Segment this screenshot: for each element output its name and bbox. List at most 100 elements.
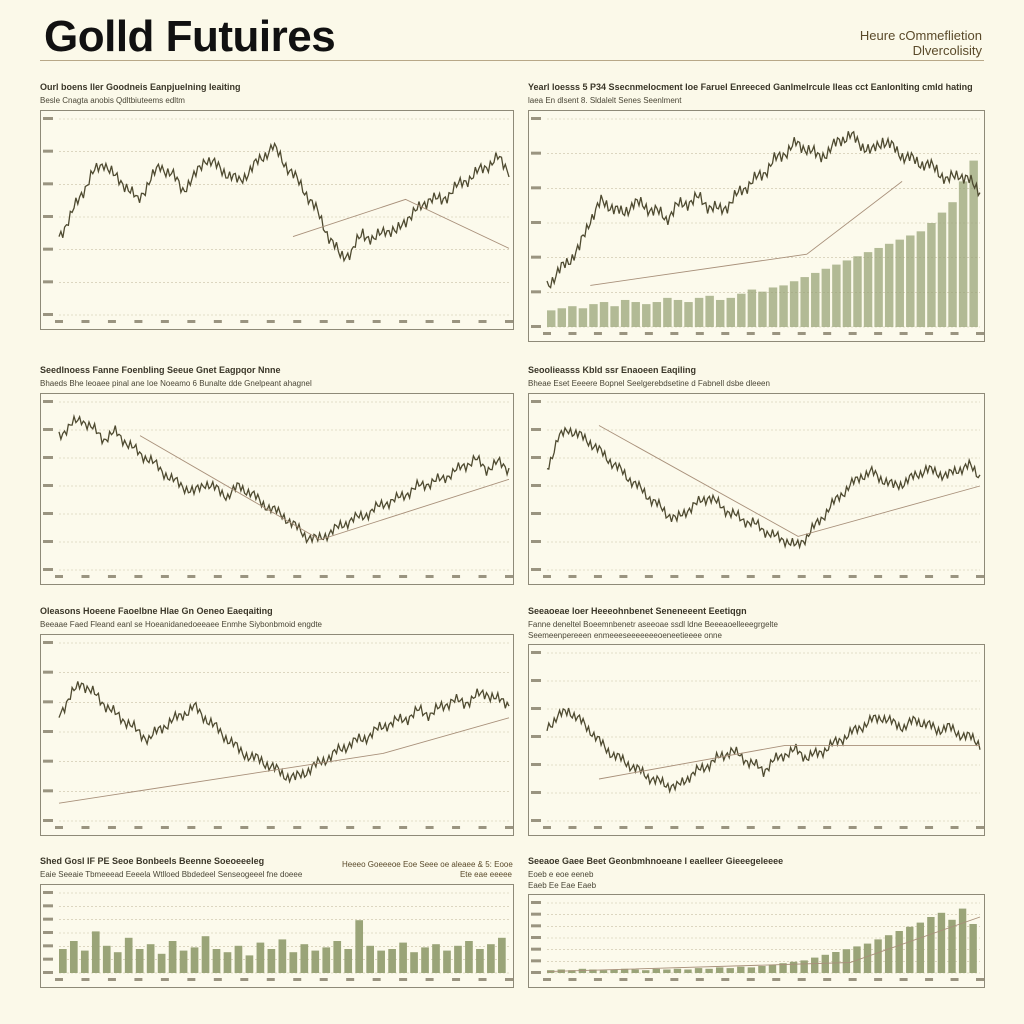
chart-4-y-tick	[43, 819, 53, 822]
chart-4-trendline	[58, 717, 510, 804]
chart-3-y-tick	[531, 400, 541, 403]
chart-7-plot	[528, 894, 985, 988]
chart-2-y-tick	[43, 512, 53, 515]
chart-0-series-line	[58, 141, 510, 263]
chart-0-y-tick	[43, 313, 53, 316]
chart-7-bar	[969, 924, 977, 973]
chart-6-bar	[366, 945, 374, 973]
chart-6-x-tick	[425, 978, 434, 981]
chart-1-volume-bar	[884, 243, 894, 327]
chart-6-x-tick	[399, 978, 408, 981]
chart-7-x-tick	[543, 978, 551, 981]
chart-3-y-tick	[531, 484, 541, 487]
chart-7-bar	[663, 969, 671, 973]
chart-6-plot	[40, 884, 514, 988]
chart-1-x-tick	[695, 332, 704, 335]
chart-7-x-tick	[644, 978, 653, 981]
chart-1-x-tick	[823, 332, 832, 335]
chart-1-volume-bar	[779, 285, 788, 327]
chart-7-subtitle: Eoeb e eoe eeneb	[528, 870, 594, 879]
chart-7-bar	[673, 968, 682, 973]
chart-5-plot	[528, 644, 985, 836]
chart-2-svg	[43, 400, 513, 578]
chart-7-bar	[842, 949, 851, 973]
chart-7-bar	[937, 912, 946, 973]
chart-5-y-tick	[531, 763, 541, 766]
chart-1-volume-bar	[620, 299, 630, 327]
chart-0-x-tick	[425, 320, 434, 323]
chart-4-x-tick	[55, 826, 63, 829]
chart-3-x-tick	[644, 575, 653, 578]
chart-4-x-tick	[240, 826, 249, 829]
chart-6-bar	[443, 950, 451, 973]
chart-1-volume-bar	[547, 310, 556, 327]
chart-6-bar	[465, 941, 473, 973]
chart-7-bar	[599, 970, 608, 973]
chart-0-y-tick	[43, 215, 53, 218]
chart-1-volume-bar	[726, 297, 735, 327]
chart-1-volume-bar	[874, 247, 883, 327]
chart-4-x-tick	[372, 826, 381, 829]
chart-4-x-tick	[452, 826, 461, 829]
chart-4-x-tick	[187, 826, 196, 829]
chart-4-x-tick	[160, 826, 169, 829]
chart-1-x-tick	[644, 332, 653, 335]
chart-2-plot	[40, 393, 514, 585]
chart-0-x-tick	[505, 320, 513, 323]
chart-6-bar	[135, 949, 144, 973]
chart-5-y-tick	[531, 651, 541, 654]
chart-2-y-tick	[43, 428, 53, 431]
chart-3-y-tick	[531, 428, 541, 431]
chart-7-x-tick	[619, 978, 628, 981]
chart-6-bar	[377, 950, 385, 973]
chart-1-volume-bar	[589, 304, 598, 327]
chart-6-x-tick	[452, 978, 461, 981]
chart-2-x-tick	[187, 575, 196, 578]
chart-1-x-tick	[670, 332, 679, 335]
chart-4-x-tick	[399, 826, 408, 829]
chart-5-x-tick	[823, 826, 832, 829]
chart-3-y-tick	[531, 568, 541, 571]
chart-0-x-tick	[293, 320, 302, 323]
chart-3-svg	[531, 400, 984, 578]
chart-6-bar	[80, 950, 89, 973]
chart-0-plot	[40, 110, 514, 330]
chart-6-x-tick	[134, 978, 143, 981]
chart-6-bar	[113, 952, 122, 973]
chart-1-volume-bar	[642, 304, 651, 327]
chart-3-x-tick	[950, 575, 959, 578]
chart-0-x-tick	[187, 320, 196, 323]
chart-2-x-tick	[293, 575, 302, 578]
chart-3-series-line	[546, 426, 981, 550]
chart-0-x-tick	[319, 320, 328, 323]
chart-7-y-tick	[531, 924, 541, 928]
chart-1-volume-bar	[694, 297, 704, 327]
chart-7-bar	[631, 969, 639, 973]
chart-6-x-tick	[213, 978, 222, 981]
chart-5-x-tick	[950, 826, 959, 829]
chart-1-x-tick	[874, 332, 883, 335]
chart-5-x-tick	[695, 826, 704, 829]
chart-6-bar	[498, 937, 506, 973]
chart-3-x-tick	[593, 575, 602, 578]
chart-7-y-tick	[531, 959, 541, 963]
chart-2-x-tick	[240, 575, 249, 578]
page-title: Golld Futuires	[44, 12, 336, 61]
chart-1-volume-bar	[927, 223, 936, 327]
chart-1-volume-bar	[578, 308, 588, 327]
chart-5-x-tick	[670, 826, 679, 829]
chart-1-y-tick	[531, 255, 541, 259]
chart-2-x-tick	[425, 575, 434, 578]
chart-3-x-tick	[899, 575, 908, 578]
chart-6-bar	[355, 920, 364, 973]
chart-0-x-tick	[346, 320, 355, 323]
chart-7-bar	[958, 908, 967, 973]
chart-1-x-tick	[721, 332, 730, 335]
chart-7-bar	[568, 970, 576, 973]
chart-6-note-1: Heeeo Goeeeoe Eoe Seee oe aleaee & 5: Eo…	[342, 860, 513, 869]
chart-4-y-tick	[43, 730, 53, 733]
chart-4-x-tick	[107, 826, 116, 829]
chart-2-trendline	[139, 435, 510, 541]
chart-7-y-tick	[531, 947, 541, 951]
chart-5-y-tick	[531, 679, 541, 682]
